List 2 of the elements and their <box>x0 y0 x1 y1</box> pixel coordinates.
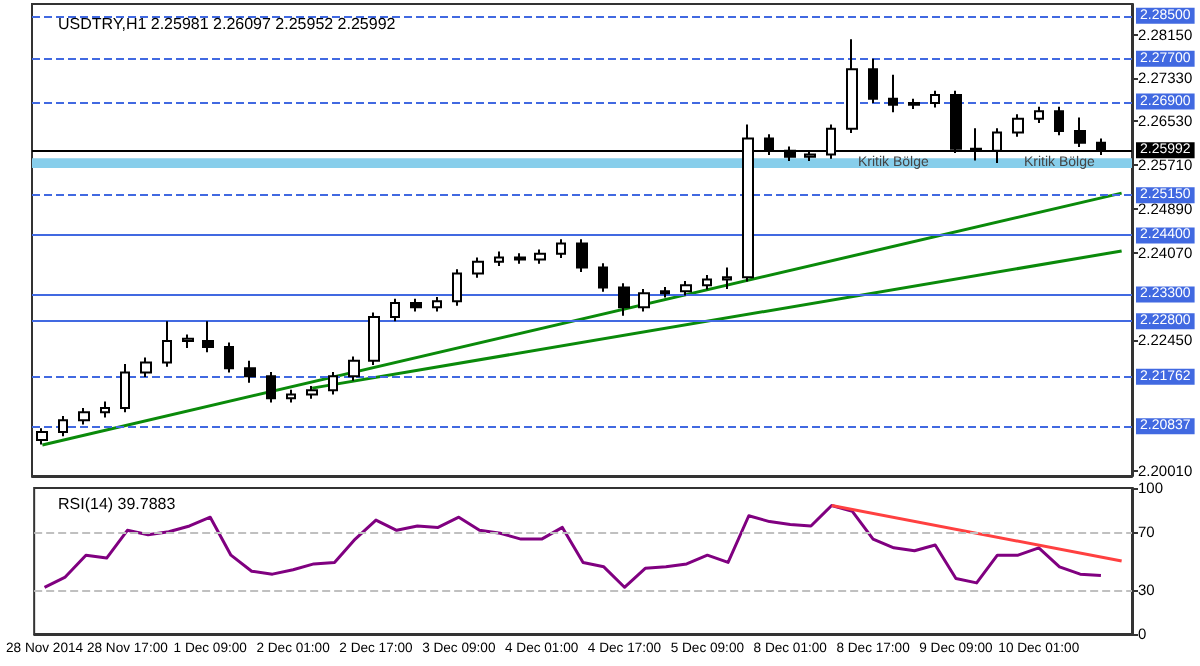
chart-title: RSI(14) 39.7883 <box>58 495 177 513</box>
text: USDTRY,H1 2.25981 2.26097 2.25952 2.25992 <box>58 15 397 33</box>
